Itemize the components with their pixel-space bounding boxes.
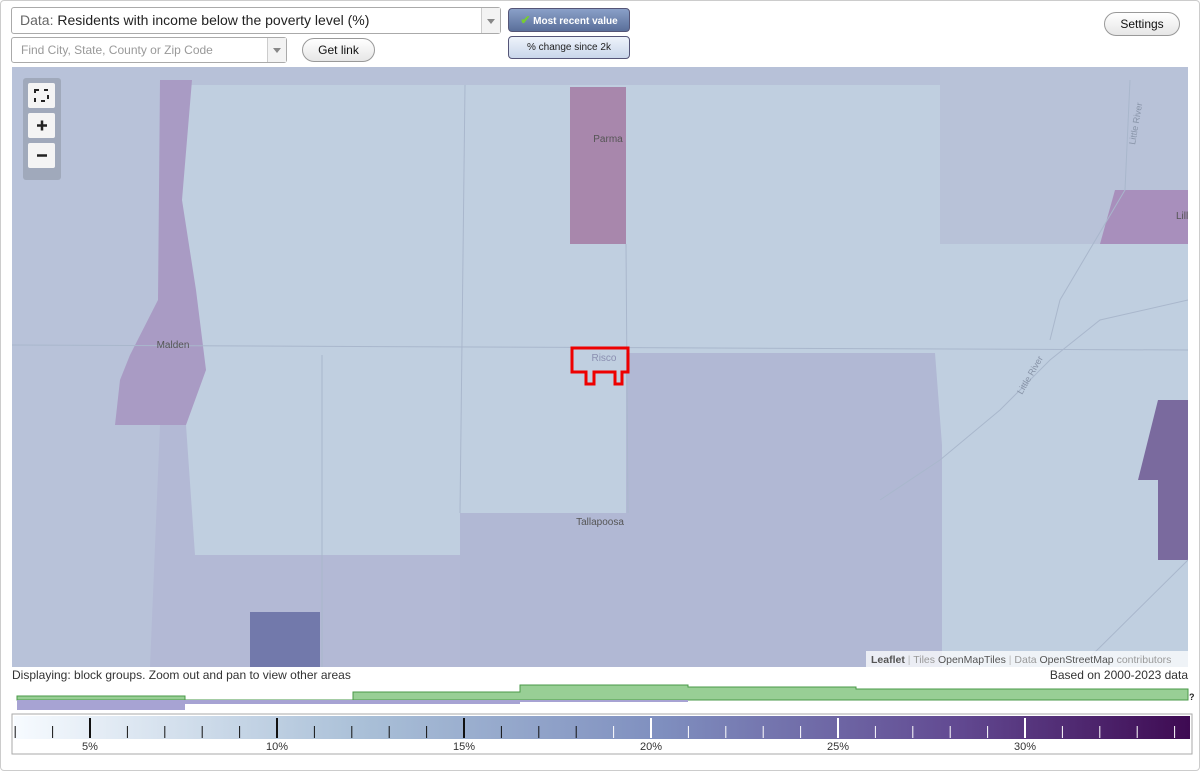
search-placeholder: Find City, State, County or Zip Code	[21, 43, 213, 57]
histogram-recent	[16, 684, 1189, 701]
region	[115, 80, 206, 425]
settings-button[interactable]: Settings	[1104, 12, 1180, 36]
legend-label: 25%	[827, 741, 849, 753]
region	[12, 67, 1188, 85]
place-label: Tallapoosa	[576, 517, 624, 528]
zoom-controls	[23, 78, 61, 180]
legend-label: 15%	[453, 741, 475, 753]
attribution-text: Data	[1014, 654, 1039, 666]
region	[250, 612, 320, 667]
attribution-link[interactable]: OpenStreetMap	[1040, 654, 1117, 666]
search-box[interactable]: Find City, State, County or Zip Code	[11, 37, 287, 63]
fullscreen-button[interactable]	[28, 83, 55, 108]
fullscreen-icon	[34, 89, 49, 102]
place-label: Risco	[591, 353, 616, 364]
data-select[interactable]: Data: Residents with income below the po…	[11, 7, 501, 34]
legend-label: 20%	[640, 741, 662, 753]
attribution-sep: |	[908, 654, 913, 666]
place-label: Lill	[1176, 211, 1188, 222]
legend-ticks	[14, 718, 1176, 738]
region	[150, 425, 460, 667]
histogram-previous	[17, 700, 688, 710]
data-prefix: Data:	[20, 12, 54, 28]
help-icon[interactable]: ?	[1189, 692, 1195, 702]
displaying-text: Displaying: block groups. Zoom out and p…	[12, 668, 351, 682]
percent-change-toggle[interactable]: % change since 2k	[508, 36, 630, 59]
data-selection: Residents with income below the poverty …	[57, 12, 370, 28]
attribution-text: Tiles	[913, 654, 938, 666]
based-on-text: Based on 2000-2023 data	[1050, 668, 1188, 682]
attribution-bg	[866, 651, 1188, 667]
dropdown-arrow	[267, 38, 286, 62]
region	[1100, 190, 1188, 244]
attribution-link[interactable]: Leaflet	[871, 654, 908, 666]
map[interactable]: Parma Malden Risco Tallapoosa Little Riv…	[12, 67, 1188, 667]
legend-gradient	[14, 716, 1190, 739]
most-recent-toggle[interactable]: ✔ Most recent value	[508, 8, 630, 32]
attribution-text: contributors	[1117, 654, 1172, 666]
most-recent-label: Most recent value	[533, 16, 618, 27]
place-label: Malden	[157, 340, 190, 351]
attribution-link[interactable]: OpenMapTiles	[938, 654, 1009, 666]
region	[1138, 400, 1188, 560]
place-label: Parma	[593, 134, 623, 145]
get-link-button[interactable]: Get link	[302, 38, 375, 62]
selected-area[interactable]	[570, 346, 630, 386]
attribution: Leaflet | Tiles OpenMapTiles | Data Open…	[871, 654, 1171, 666]
check-icon: ✔	[520, 13, 531, 27]
zoom-in-icon	[37, 120, 47, 131]
region	[570, 87, 626, 244]
legend-label: 5%	[82, 741, 98, 753]
dropdown-arrow	[481, 8, 500, 33]
region	[460, 353, 942, 667]
attribution-sep: |	[1009, 654, 1015, 666]
legend-label: 30%	[1014, 741, 1036, 753]
legend-label: 10%	[266, 741, 288, 753]
